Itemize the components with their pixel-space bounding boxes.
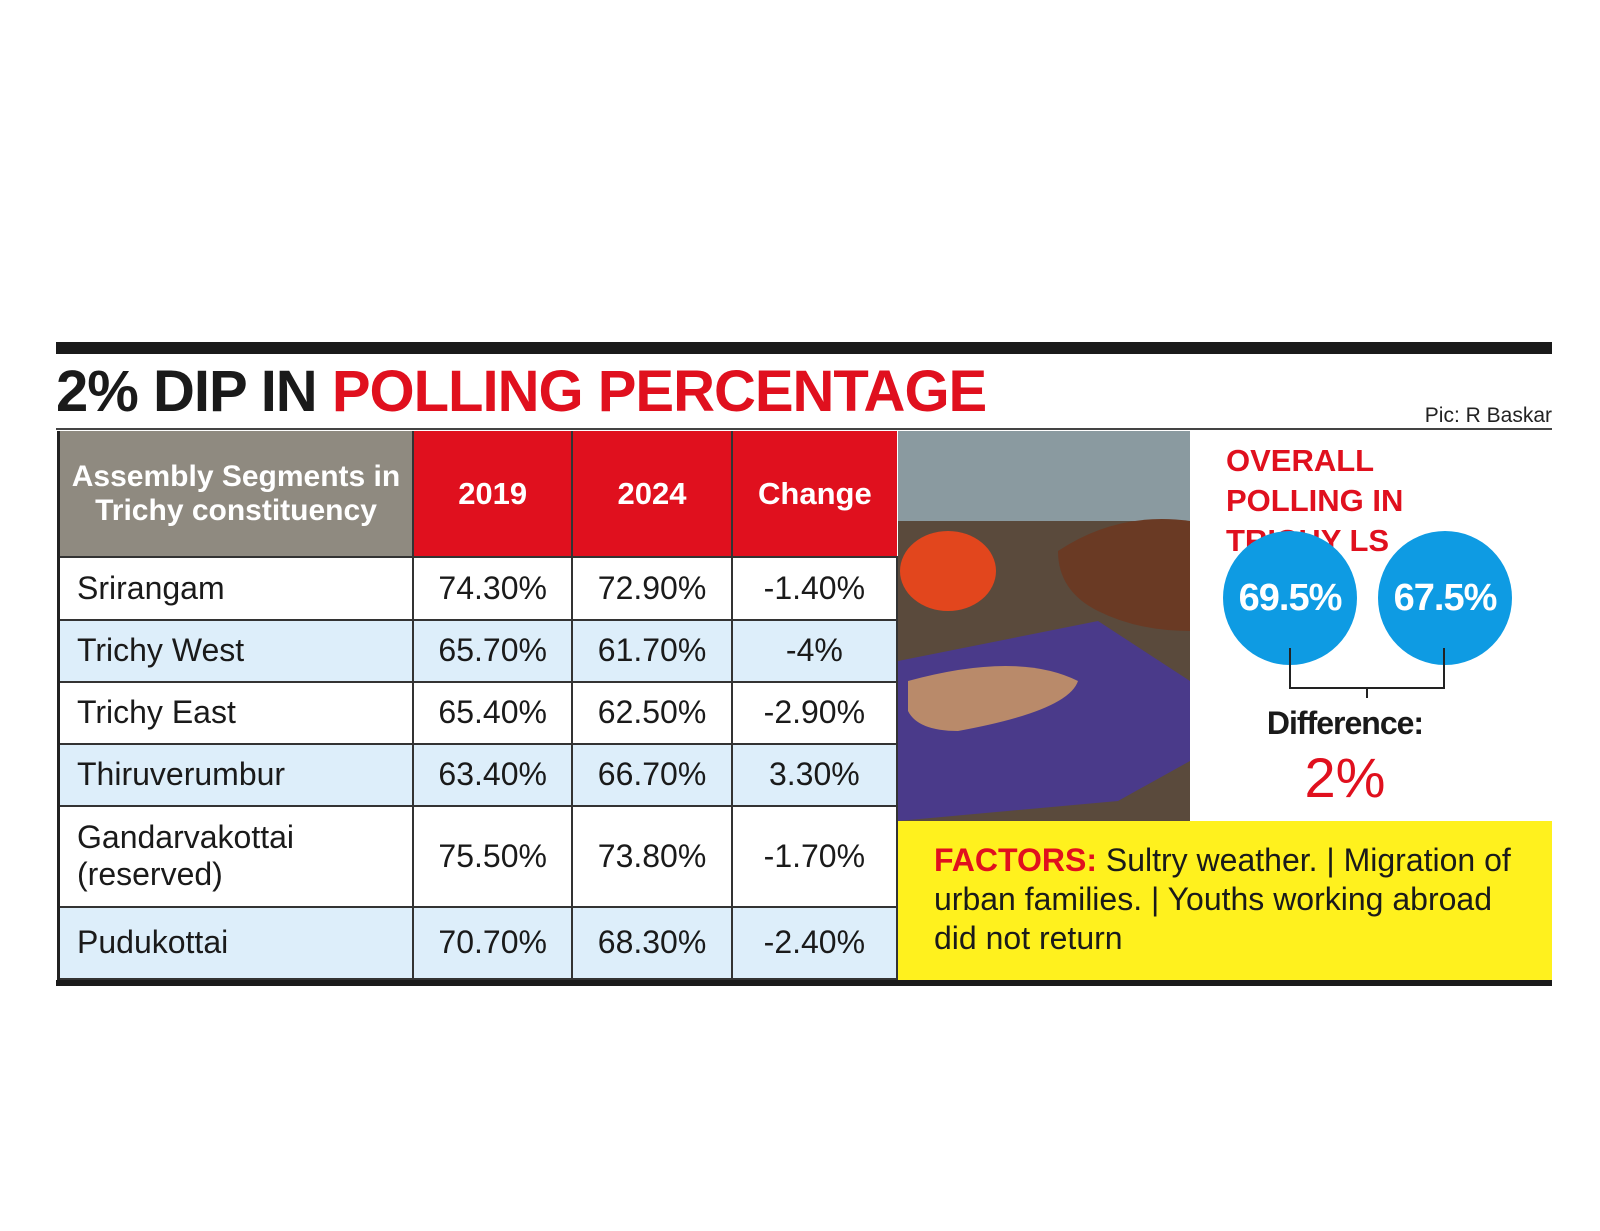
connector [1289, 648, 1445, 698]
table-cell: 65.40% [411, 680, 574, 745]
table-cell: 3.30% [730, 742, 899, 807]
table-row: Srirangam 74.30% 72.90% -1.40% [57, 556, 899, 621]
segment-name: Trichy West [57, 618, 414, 683]
table-cell: 62.50% [571, 680, 733, 745]
segment-name: Thiruverumbur [57, 742, 414, 807]
table-row: Pudukottai 70.70% 68.30% -2.40% [57, 905, 899, 981]
polling-table: Assembly Segments in Trichy constituency… [57, 431, 899, 981]
table-row: Trichy West 65.70% 61.70% -4% [57, 618, 899, 683]
photo-wall [898, 431, 1190, 521]
circle-2024: 67.5% [1378, 531, 1512, 665]
table-cell: 63.40% [411, 742, 574, 807]
table-row: Gandarvakottai (reserved) 75.50% 73.80% -1.… [57, 804, 899, 908]
segment-name: Gandarvakottai (reserved) [57, 804, 414, 908]
table-cell: 68.30% [571, 905, 733, 981]
table-cell: 61.70% [571, 618, 733, 683]
segment-name: Trichy East [57, 680, 414, 745]
segment-name: Srirangam [57, 556, 414, 621]
photo [898, 431, 1190, 821]
photo-credit: Pic: R Baskar [1424, 404, 1552, 427]
headline: 2% DIP IN POLLING PERCENTAGE [56, 358, 987, 425]
table-row: Thiruverumbur 63.40% 66.70% 3.30% [57, 742, 899, 807]
bottom-rule [56, 980, 1552, 986]
header-cell: Assembly Segments in Trichy constituency [57, 431, 413, 557]
photo-bowl [900, 531, 996, 611]
table-cell: 70.70% [411, 905, 574, 981]
table-cell: -1.70% [730, 804, 899, 908]
factors-text: FACTORS: Sultry weather. | Migration of … [934, 841, 1512, 958]
connector-line [1289, 648, 1445, 698]
factors-body: Sultry weather. | Migration of urban fam… [934, 842, 1511, 956]
overall-title: OVERALL POLLING IN TRICHY LS [1226, 443, 1404, 558]
headline-highlight: POLLING PERCENTAGE [331, 359, 987, 424]
table-cell: -2.90% [730, 680, 899, 745]
table-cell: 73.80% [571, 804, 733, 908]
table-cell: -1.40% [730, 556, 899, 621]
top-rule [56, 342, 1552, 354]
table-cell: 72.90% [571, 556, 733, 621]
header-cell: Change [730, 431, 897, 557]
title-rule [56, 428, 1552, 430]
photo-hand [1058, 519, 1190, 631]
table-cell: -2.40% [730, 905, 899, 981]
difference-value: 2% [1304, 746, 1386, 809]
factors-box: FACTORS: Sultry weather. | Migration of … [898, 821, 1552, 980]
table-cell: 66.70% [571, 742, 733, 807]
photo-hand [908, 666, 1078, 731]
table-cell: -4% [730, 618, 899, 683]
table-row: Trichy East 65.40% 62.50% -2.90% [57, 680, 899, 745]
difference-label: Difference: [1266, 705, 1424, 741]
factors-label: FACTORS: [934, 842, 1097, 878]
header-cell: 2019 [411, 431, 573, 557]
table-cell: 65.70% [411, 618, 574, 683]
table-cell: 74.30% [411, 556, 574, 621]
table-cell: 75.50% [411, 804, 574, 908]
segment-name: Pudukottai [57, 905, 414, 981]
circle-2019: 69.5% [1223, 531, 1357, 665]
headline-lead: 2% DIP IN [56, 359, 318, 424]
header-cell: 2024 [571, 431, 732, 557]
